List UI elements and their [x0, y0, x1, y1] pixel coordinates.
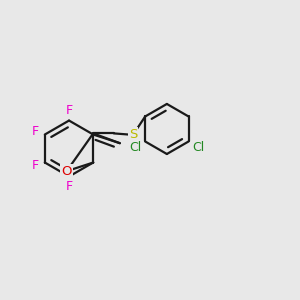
- Text: F: F: [32, 125, 38, 138]
- Text: S: S: [129, 128, 137, 141]
- Text: F: F: [65, 180, 73, 193]
- Text: O: O: [61, 165, 72, 178]
- Text: F: F: [32, 159, 38, 172]
- Text: F: F: [65, 104, 73, 117]
- Text: Cl: Cl: [192, 141, 204, 154]
- Text: Cl: Cl: [129, 141, 142, 154]
